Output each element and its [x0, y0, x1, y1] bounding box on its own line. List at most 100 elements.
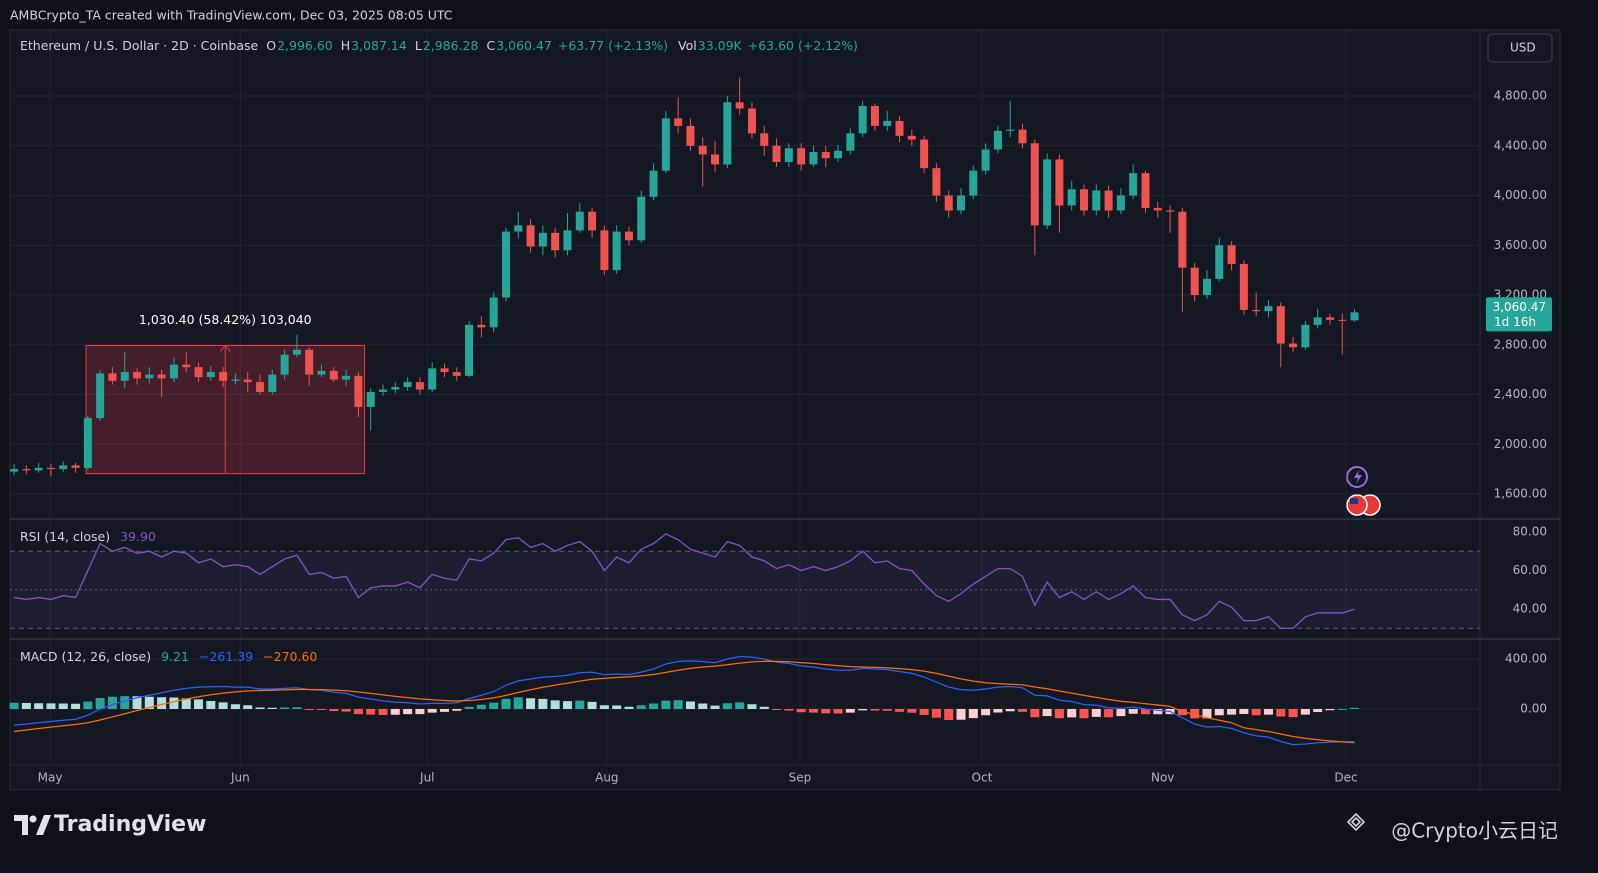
macd-histogram-bar [501, 698, 511, 709]
candle-body [538, 232, 547, 247]
macd-histogram-bar [267, 707, 277, 709]
macd-histogram-bar [329, 709, 339, 711]
macd-histogram-bar [710, 705, 720, 709]
macd-histogram-bar [685, 701, 695, 709]
candle-body [1239, 263, 1248, 310]
macd-histogram-bar [772, 709, 782, 710]
currency-button[interactable] [1487, 33, 1553, 63]
candle-body [907, 135, 916, 140]
legend-entry: 2,986.28 [423, 38, 479, 53]
candle-body [563, 230, 572, 251]
candle-body [366, 392, 375, 407]
y-tick-label: 4,400.00 [1494, 138, 1547, 152]
macd-histogram-bar [1288, 709, 1298, 718]
candle-body [1043, 159, 1052, 226]
macd-histogram-bar [218, 702, 228, 709]
macd-histogram-bar [882, 709, 892, 711]
macd-histogram-bar [1190, 709, 1200, 719]
legend-entry: RSI (14, close) [20, 529, 110, 544]
candle-body [711, 154, 720, 165]
macd-histogram-bar [46, 703, 56, 709]
legend: RSI (14, close) 39.90 [20, 529, 156, 544]
candle-body [624, 231, 633, 241]
macd-histogram-bar [661, 700, 671, 709]
watermark-icon [1346, 812, 1366, 832]
y-tick-label: 1,600.00 [1494, 486, 1547, 500]
macd-histogram-bar [993, 709, 1003, 713]
legend: Ethereum / U.S. Dollar · 2D · Coinbase O 2… [20, 38, 858, 53]
macd-histogram-bar [526, 698, 536, 709]
legend-entry: 9.21 [161, 649, 189, 664]
last-price-label: 3,060.47 [1493, 300, 1546, 314]
candle-body [1202, 278, 1211, 296]
candle-body [489, 297, 498, 328]
candle-body [96, 373, 105, 419]
candle-body [600, 230, 609, 271]
legend-entry: O [266, 38, 276, 53]
legend-entry: +63.77 (+2.13%) [558, 38, 668, 53]
macd-histogram-bar [206, 701, 216, 709]
legend-entry: H [341, 38, 350, 53]
flag-canton [1350, 498, 1358, 504]
macd-histogram-bar [341, 709, 351, 712]
macd-histogram-bar [439, 709, 449, 712]
candle-body [46, 467, 55, 470]
macd-histogram-bar [1005, 709, 1015, 712]
y-tick-label: 60.00 [1513, 563, 1547, 577]
last-price-box [1486, 297, 1552, 332]
candle-body [1215, 245, 1224, 279]
y-tick-label: 2,800.00 [1494, 337, 1547, 351]
macd-histogram-bar [907, 709, 917, 713]
candle-body [1289, 343, 1298, 348]
candle-body [1079, 189, 1088, 211]
candle-body [883, 120, 892, 126]
macd-histogram-bar [1079, 709, 1089, 719]
macd-histogram-bar [427, 709, 437, 713]
legend: MACD (12, 26, close) 9.21 −261.39 −270.60 [20, 649, 317, 664]
candle-body [256, 382, 265, 393]
macd-histogram-bar [83, 701, 93, 709]
brand-logo [14, 815, 51, 835]
macd-histogram-bar [1018, 709, 1028, 712]
candle-body [108, 373, 117, 381]
macd-histogram-bar [1337, 708, 1347, 710]
macd-histogram-bar [1054, 709, 1064, 719]
candle-body [588, 211, 597, 231]
y-tick-label: 400.00 [1505, 652, 1547, 666]
macd-histogram-bar [58, 703, 68, 709]
macd-histogram-bar [1116, 709, 1126, 717]
macd-histogram-bar [489, 702, 499, 709]
candle-body [182, 364, 191, 368]
candle-body [809, 152, 818, 165]
candle-body [379, 389, 388, 393]
macd-histogram-bar [895, 709, 905, 712]
legend-entry: Ethereum / U.S. Dollar · 2D · Coinbase [20, 38, 259, 53]
macd-histogram-bar [181, 698, 191, 709]
candle-body [1350, 312, 1359, 321]
candle-body [1055, 159, 1064, 206]
macd-histogram-bar [1202, 709, 1212, 719]
candle-body [169, 364, 178, 379]
candle-body [1178, 211, 1187, 268]
macd-histogram-bar [1300, 709, 1310, 715]
macd-histogram-bar [144, 696, 154, 709]
macd-histogram-bar [132, 696, 142, 709]
candle-body [1129, 173, 1138, 196]
candle-body [1276, 306, 1285, 344]
event-icon-bolt [1354, 470, 1362, 484]
candle-body [1227, 245, 1236, 264]
x-tick-label: Nov [1151, 771, 1174, 785]
macd-histogram-bar [169, 697, 179, 709]
macd-histogram-bar [870, 709, 880, 711]
candle-body [834, 150, 843, 159]
event-icon[interactable] [1346, 466, 1368, 488]
x-tick-label: Dec [1334, 771, 1357, 785]
measure-arrow [219, 344, 231, 352]
macd-histogram-bar [1140, 709, 1150, 715]
candle-body [83, 418, 92, 468]
candle-body [797, 148, 806, 165]
macd-histogram-bar [1153, 709, 1163, 715]
macd-histogram-bar [1128, 709, 1138, 714]
candle-body [477, 324, 486, 328]
candle-body [858, 105, 867, 134]
